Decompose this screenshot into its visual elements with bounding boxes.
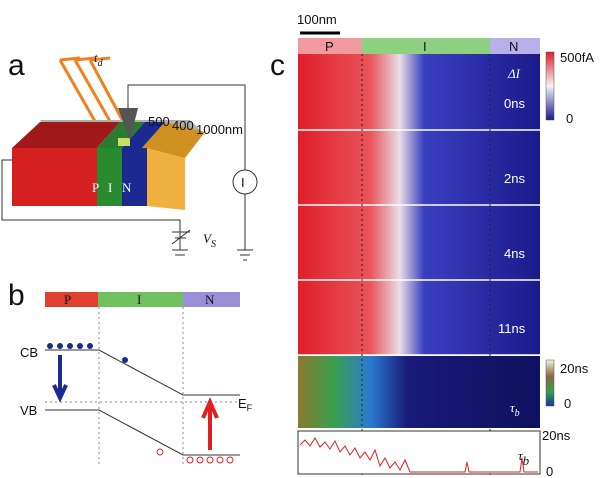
n-bar xyxy=(183,292,240,307)
p-bar xyxy=(45,292,98,307)
colorbar-max: 20ns xyxy=(560,361,589,376)
region-label: P xyxy=(92,180,99,195)
distance: 400 xyxy=(172,118,194,133)
region-label: I xyxy=(108,180,112,195)
n-bar xyxy=(490,38,540,54)
lifetime-map xyxy=(298,356,540,428)
colorbar xyxy=(545,51,555,121)
map-title: ΔI xyxy=(507,66,521,81)
colorbar xyxy=(545,359,555,407)
probe-spot xyxy=(118,138,130,146)
scale-label: 100nm xyxy=(297,12,337,27)
block-top-p xyxy=(12,122,120,148)
panel-a: a td P I N 500 400 1000nm I VS xyxy=(1,49,258,261)
delay-label: 11ns xyxy=(498,321,526,336)
vb-label: VB xyxy=(20,403,37,418)
region-label: N xyxy=(122,180,132,195)
region-label: I xyxy=(137,292,141,307)
trace-min: 0 xyxy=(546,464,553,478)
map-title: τb xyxy=(510,400,520,419)
p-region xyxy=(12,148,97,206)
trace-title: τb xyxy=(518,448,530,468)
i-bar xyxy=(98,292,183,307)
delay-label: 4ns xyxy=(504,246,525,261)
panel-label: c xyxy=(270,49,285,82)
p-bar xyxy=(298,38,362,54)
trace-box xyxy=(297,430,541,475)
cb-label: CB xyxy=(20,345,38,360)
trace-max: 20ns xyxy=(542,428,571,443)
delay-label: 0ns xyxy=(504,96,525,111)
bands xyxy=(45,349,240,456)
separators xyxy=(298,129,540,356)
circuit xyxy=(1,84,258,261)
region-label: P xyxy=(64,292,71,307)
colorbar-max: 500fA xyxy=(560,50,594,65)
boundaries xyxy=(45,307,240,465)
lifetime-trace xyxy=(299,437,538,473)
contact xyxy=(147,148,185,210)
excitation-arrow xyxy=(201,397,219,450)
delay-label: 2ns xyxy=(504,171,525,186)
panel-label: a xyxy=(8,49,25,82)
block-top-n xyxy=(122,122,165,148)
panel-b: b P I N CB VB EF xyxy=(8,279,253,465)
pulse-label: td xyxy=(94,50,104,69)
holes xyxy=(156,448,234,464)
tip xyxy=(118,108,138,140)
fermi-label: EF xyxy=(238,396,253,413)
recombination-arrow xyxy=(52,355,68,403)
distance: 500 xyxy=(148,114,170,129)
panel-c: c 100nm P I N ΔI 0ns 2ns 4ns 11ns τb 500… xyxy=(270,12,594,478)
boundaries xyxy=(361,54,491,475)
block-top-i xyxy=(97,122,145,148)
electrons xyxy=(47,343,128,363)
i-bar xyxy=(362,38,490,54)
distance: 1000nm xyxy=(196,122,243,137)
colorbar-min: 0 xyxy=(566,111,573,126)
laser-pulses xyxy=(58,56,127,131)
panel-label: b xyxy=(8,279,25,312)
bias-label: VS xyxy=(203,231,216,250)
i-region xyxy=(97,148,122,206)
region-label: P xyxy=(325,39,334,54)
n-region xyxy=(122,148,147,206)
region-label: I xyxy=(423,39,427,54)
colorbar-min: 0 xyxy=(564,396,571,411)
block-top-contact xyxy=(142,122,205,158)
region-label: N xyxy=(509,39,518,54)
meter-label: I xyxy=(241,175,245,190)
region-label: N xyxy=(205,292,215,307)
